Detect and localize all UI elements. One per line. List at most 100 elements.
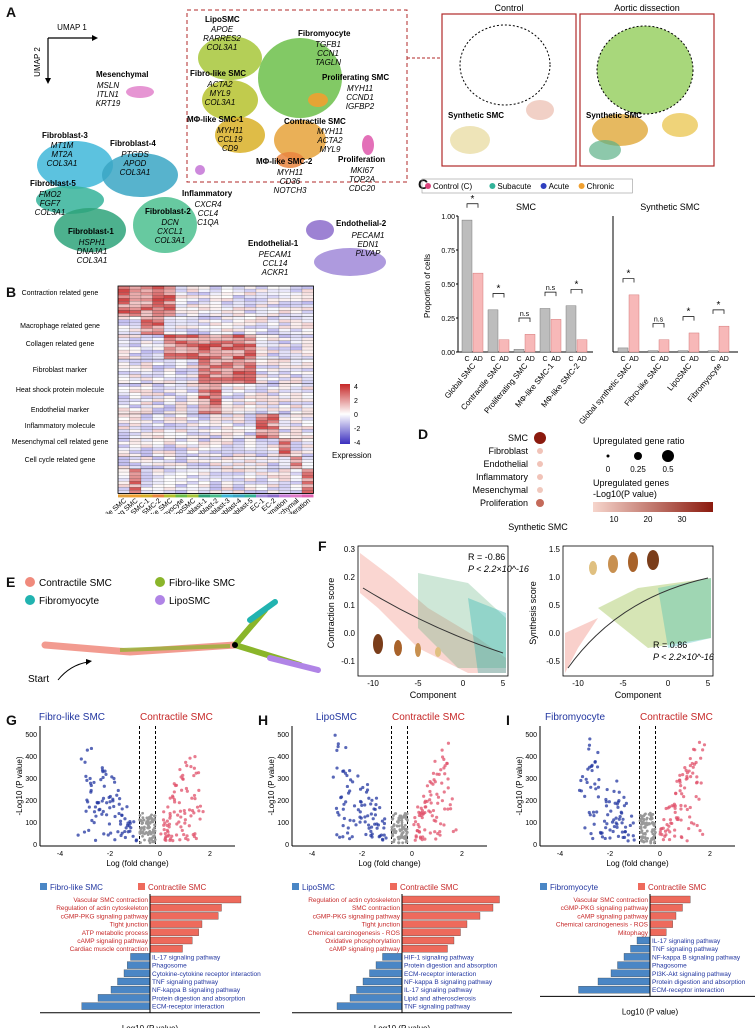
heatmap-cell xyxy=(301,438,314,442)
volcano-point-down xyxy=(99,778,103,782)
heatmap-cell xyxy=(209,337,222,341)
mphi2-cluster xyxy=(276,152,304,168)
heatmap-cell xyxy=(221,453,234,457)
panel-c-barchart: Control (C) Subacute Acute Chronic SMC Synt… xyxy=(421,178,738,426)
heatmap-cell xyxy=(255,459,268,463)
volcano-point-down xyxy=(620,821,624,825)
heatmap-cell xyxy=(232,478,245,482)
volcano-point-ns xyxy=(150,813,153,817)
heatmap-cell xyxy=(278,325,291,329)
column-color-bar xyxy=(118,494,130,498)
enrichment-bar-up xyxy=(149,936,193,945)
heatmap-cell xyxy=(129,450,142,454)
volcano-point-down xyxy=(611,829,615,834)
heatmap-cell xyxy=(117,444,130,448)
enrichment-bar-up xyxy=(401,904,494,912)
heatmap-cell xyxy=(278,410,291,415)
heatmap-cell xyxy=(301,432,314,436)
heatmap-cell xyxy=(244,401,257,406)
heatmap-cell xyxy=(255,468,268,473)
heatmap-cell xyxy=(221,328,234,332)
heatmap-cell xyxy=(244,389,257,393)
volcano-point-ns xyxy=(145,831,149,835)
heatmap-cell xyxy=(244,404,257,409)
heatmap-cell xyxy=(129,328,142,332)
volcano-point-down xyxy=(354,823,358,827)
heatmap-cell xyxy=(152,301,165,305)
heatmap-cell xyxy=(255,471,268,476)
heatmap-cell xyxy=(117,456,130,460)
heatmap-cell xyxy=(221,401,234,406)
svg-text:0: 0 xyxy=(354,412,358,419)
heatmap-cell xyxy=(140,456,153,460)
heatmap-cell xyxy=(232,349,245,354)
heatmap-cell xyxy=(232,374,245,378)
volcano-point-down xyxy=(88,781,93,785)
volcano-point-up xyxy=(425,784,430,788)
volcano-point-down xyxy=(363,815,367,819)
heatmap-cell xyxy=(278,468,291,473)
heatmap-cell xyxy=(209,395,222,399)
heatmap-cell xyxy=(163,313,176,317)
heatmap-cell xyxy=(117,316,130,320)
heatmap-cell xyxy=(175,468,188,473)
volcano-point-up xyxy=(183,818,187,822)
heatmap-cell xyxy=(117,346,130,351)
volcano-point-up xyxy=(168,811,172,816)
umap1-label: UMAP 1 xyxy=(57,23,87,32)
enrichment-bar-up xyxy=(401,895,500,904)
volcano-point-up xyxy=(446,741,451,745)
heatmap-cell xyxy=(152,444,165,448)
volcano-point-up xyxy=(167,833,171,837)
heatmap-cell xyxy=(221,435,234,439)
svg-text:MYH11: MYH11 xyxy=(317,127,343,136)
heatmap-cell xyxy=(186,292,199,296)
svg-text:0.1: 0.1 xyxy=(344,601,356,610)
heatmap-cell xyxy=(267,377,280,381)
heatmap-cell xyxy=(221,432,234,436)
volcano-point-up xyxy=(179,788,184,792)
heatmap-cells xyxy=(117,285,314,494)
heatmap-cell xyxy=(290,410,303,415)
heatmap-cell xyxy=(198,389,211,393)
heatmap-cell xyxy=(244,328,257,332)
enrichment-term: Oxidative phosphorylation xyxy=(325,938,400,945)
legend-label: Contractile SMC xyxy=(648,883,706,892)
volcano-point-up xyxy=(418,835,423,839)
heatmap-cell xyxy=(186,328,199,332)
heatmap-cell xyxy=(140,423,153,427)
heatmap-cell xyxy=(163,328,176,332)
heatmap-cell xyxy=(232,368,245,372)
heatmap-cell xyxy=(232,417,245,421)
heatmap-cell xyxy=(290,398,303,402)
volcano-point-ns xyxy=(403,823,407,827)
svg-text:0.3: 0.3 xyxy=(344,545,356,554)
volcano-point-down xyxy=(603,836,607,841)
volcano-point-up xyxy=(190,796,194,800)
enrichment-bar-down xyxy=(117,977,151,986)
volcano-point-up xyxy=(181,773,185,777)
volcano-point-up xyxy=(688,763,692,768)
heatmap-cell xyxy=(232,462,245,467)
heatmap-cell xyxy=(244,298,257,302)
heatmap-cell xyxy=(232,456,245,460)
heatmap-cell xyxy=(244,353,257,357)
volcano-point-up xyxy=(192,834,196,839)
heatmap-cell xyxy=(152,334,165,338)
volcano-point-down xyxy=(605,787,609,792)
heatmap-cell xyxy=(198,398,211,402)
heatmap-cell xyxy=(232,310,245,314)
heatmap-cell xyxy=(267,319,280,323)
heatmap-cell xyxy=(232,471,245,476)
heatmap-cell xyxy=(186,441,199,445)
heatmap-cell xyxy=(278,459,291,463)
heatmap-cell xyxy=(186,478,199,482)
volcano-point-up xyxy=(412,823,416,827)
heatmap-cell xyxy=(140,386,153,390)
heatmap-cell xyxy=(152,307,165,311)
volcano-point-up xyxy=(679,803,683,808)
y-tick: 1.00 xyxy=(441,214,455,221)
heatmap-cell xyxy=(129,301,142,305)
svg-text:R = -0.86: R = -0.86 xyxy=(468,552,505,562)
legend-swatch xyxy=(40,883,47,890)
